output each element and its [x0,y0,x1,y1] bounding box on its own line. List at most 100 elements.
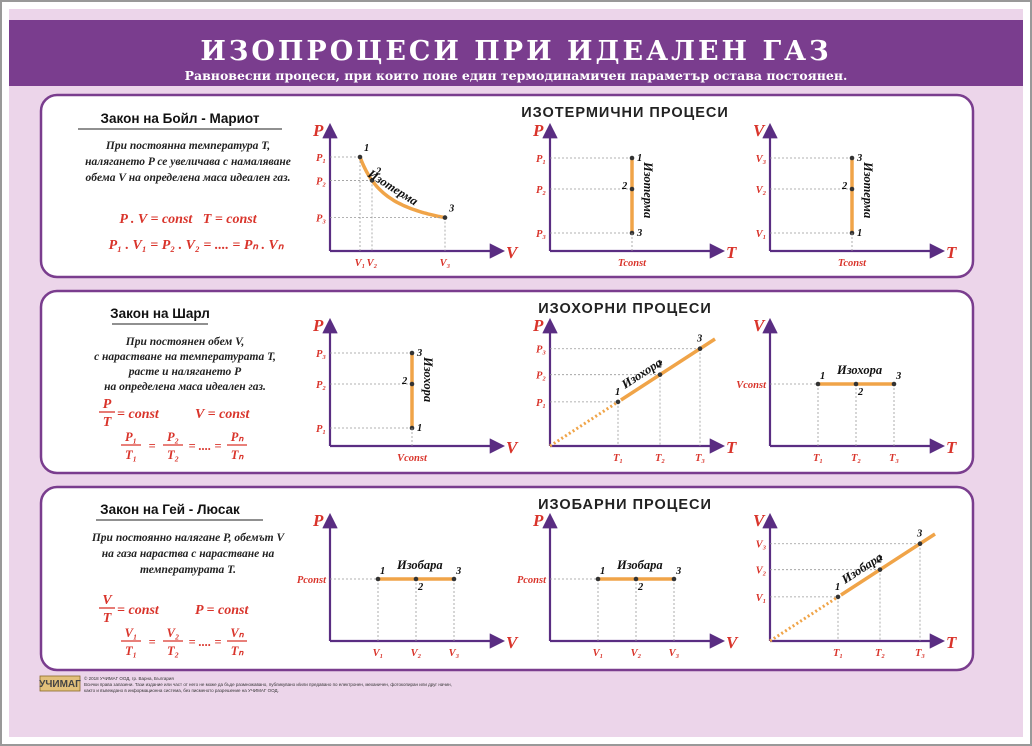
fraction-denominator: T [103,611,113,626]
point-number: 1 [600,566,605,577]
x-axis-label: V [506,633,519,652]
point-number: 2 [841,181,848,192]
law-title: Закон на Гей - Люсак [100,502,240,517]
fraction-denominator: T₁ [125,644,137,658]
fraction-denominator: Tₙ [231,644,245,658]
fraction-numerator: Vₙ [230,626,244,640]
data-point [697,346,703,352]
x-axis-label: T [946,438,957,457]
tick-label: T₂ [655,453,665,464]
y-axis-label: P [312,511,324,530]
point-number: 2 [637,582,644,593]
point-number: 2 [401,376,408,387]
data-point [671,576,677,582]
fraction-numerator: V [102,593,113,608]
point-number: 2 [656,360,663,371]
formula-charles: PT = const V = const P₁ T₁ P₂ T₂ Pₙ Tₙ = = .... = [99,397,251,462]
header-band [9,20,1023,86]
formula-const-param: V = const [195,407,251,422]
tick-label: V₂ [756,185,767,196]
point-number: 3 [455,566,461,577]
data-point [451,576,457,582]
page-subtitle: Равновесни процеси, при които поне един … [185,68,848,83]
x-axis-label: T [946,633,957,652]
x-axis-label: V [506,438,519,457]
curve-label: Изобара [616,558,663,572]
data-point [815,381,821,387]
tick-label: P₁ [316,153,326,164]
section-title-isochoric: ИЗОХОРНИ ПРОЦЕСИ [538,301,712,317]
section-isothermal-panel [39,93,975,279]
y-axis-label: P [532,511,544,530]
fraction-numerator: P [103,397,112,412]
fraction-denominator: T [103,415,113,430]
fraction-denominator: Tₙ [231,448,245,462]
law-text-line: расте и налягането P [128,366,242,378]
point-number: 2 [375,166,382,177]
tick-label: Vconst [397,453,428,464]
tick-label: V₁ [373,648,384,659]
tick-label: T₃ [695,453,705,464]
point-number: 3 [636,228,642,239]
tick-label: V₃ [669,648,680,659]
law-text-line: с нарастване на температурата T, [94,351,276,363]
formula-const-param: P = const [195,603,249,618]
tick-label: V₂ [367,258,378,269]
graph-isobaric-pv-1: P V 1 V₁ 2 V₂ 3 V₃ Pconst Изобара [297,511,519,659]
data-point [409,381,415,387]
tick-label: T₂ [875,648,885,659]
curve-label: Изохора [836,363,882,377]
copyright-line: както и въвеждано в информационна систем… [84,688,279,693]
curve-label: Изохора [421,356,435,402]
x-axis-label: V [726,633,739,652]
section-isochoric-panel [39,289,975,475]
tick-label: T₁ [833,648,843,659]
section-title-isothermal: ИЗОТЕРМИЧНИ ПРОЦЕСИ [521,105,729,121]
point-number: 2 [621,181,628,192]
tick-label: V₃ [440,258,451,269]
law-text-line: на определена маса идеален газ. [104,381,266,393]
y-axis-label: P [312,316,324,335]
x-axis-label: T [946,243,957,262]
y-axis-label: V [753,121,766,140]
point-number: 1 [380,566,385,577]
point-number: 1 [364,143,369,154]
tick-label: Tconst [618,258,647,269]
tick-label: T₁ [613,453,623,464]
data-point [357,154,363,160]
point-number: 1 [637,153,642,164]
copyright-line: © 2018 УЧИМАГ ООД, гр. Варна, България [84,675,174,681]
point-number: 3 [696,334,702,345]
point-number: 1 [820,371,825,382]
tick-label: V₂ [756,566,767,577]
tick-label: V₁ [756,593,767,604]
publisher-logo-text: УЧИМАГ [39,679,81,690]
footer: УЧИМАГ © 2018 УЧИМАГ ООД, гр. Варна, Бъл… [39,675,452,693]
section-title-isobaric: ИЗОБАРНИ ПРОЦЕСИ [538,497,712,513]
copyright-line: Всички права запазени. Тази издание или … [84,682,452,687]
extrapolation-line [549,398,622,448]
y-axis-label: P [312,121,324,140]
tick-label: P₂ [536,371,546,382]
chain-separator: = .... = [189,439,222,453]
data-point [853,381,859,387]
point-number: 1 [417,423,422,434]
law-box-gay-lussac: Закон на Гей - Люсак При постоянно наляг… [91,502,286,658]
graph-isobaric-pv-2: P V 1 V₁ 2 V₂ 3 V₃ Pconst Изобара [517,511,739,659]
tick-label: P₂ [316,176,326,187]
point-number: 3 [895,371,901,382]
law-box-boyle: Закон на Бойл - Мариот При постоянна тем… [78,111,291,253]
law-text-line: При постоянен обем V, [125,336,244,348]
formula-boyle: P . V = const T = const [119,212,257,227]
data-point [891,381,897,387]
tick-label: Pconst [517,575,547,586]
tick-label: Pconst [297,575,327,586]
section-isobaric-panel [39,485,975,672]
data-point [917,541,923,547]
isotherm-curve [358,155,447,220]
tick-label: Tconst [838,258,867,269]
data-point [615,399,621,405]
data-point [369,178,375,183]
fraction-numerator: P₁ [125,430,137,444]
